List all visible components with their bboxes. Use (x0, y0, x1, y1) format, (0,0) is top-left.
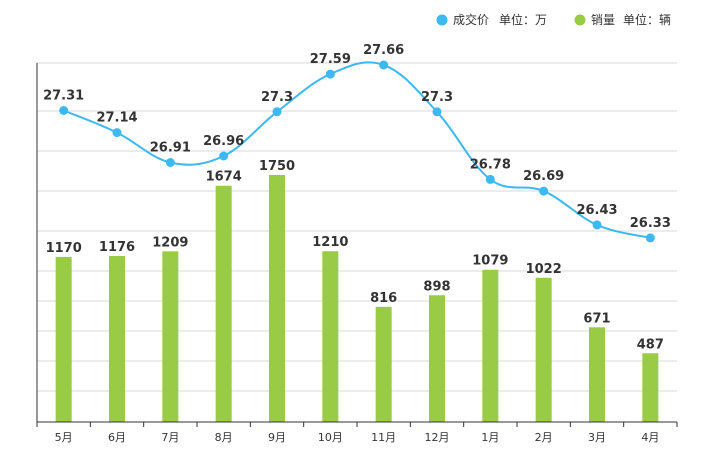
x-tick-label: 3月 (588, 431, 606, 444)
legend-marker-sales (574, 14, 586, 26)
bar-value-label: 1170 (46, 241, 82, 256)
x-tick-label: 8月 (215, 431, 233, 444)
x-tick-label: 4月 (641, 431, 659, 444)
x-tick-label: 12月 (425, 431, 450, 444)
legend-unit-price: 单位：万 (499, 12, 547, 27)
bar[interactable] (642, 353, 659, 422)
line-value-label: 26.96 (203, 134, 244, 149)
bar[interactable] (482, 269, 499, 422)
legend-marker-price (436, 14, 448, 26)
line-point[interactable] (272, 107, 282, 117)
bar[interactable] (162, 251, 179, 422)
axes (36, 63, 678, 427)
line-point[interactable] (539, 186, 549, 196)
line-point[interactable] (325, 69, 335, 79)
x-tick-label: 9月 (268, 431, 286, 444)
bar[interactable] (322, 251, 339, 422)
line-point[interactable] (379, 60, 389, 70)
bar[interactable] (215, 185, 232, 422)
legend-item-sales[interactable]: 销量 单位：辆 (574, 12, 672, 27)
line-point[interactable] (432, 107, 442, 117)
line-value-label: 27.66 (363, 43, 404, 58)
legend: 成交价 单位：万 销量 单位：辆 (436, 12, 672, 27)
x-tick-label: 5月 (55, 431, 73, 444)
line-value-label: 27.3 (261, 90, 293, 105)
bar-value-label: 1210 (312, 235, 348, 250)
legend-item-price[interactable]: 成交价 单位：万 (436, 12, 548, 27)
line-value-label: 26.43 (576, 203, 617, 218)
line-point[interactable] (219, 151, 229, 161)
bar-value-label: 1022 (526, 262, 562, 277)
line-value-label: 27.3 (421, 90, 453, 105)
bar-value-label: 898 (423, 279, 450, 294)
x-tick-label: 1月 (481, 431, 499, 444)
x-tick-label: 2月 (535, 431, 553, 444)
bar[interactable] (109, 256, 125, 422)
bar-value-label: 1750 (259, 159, 295, 174)
line-point[interactable] (592, 220, 602, 230)
line-point[interactable] (112, 128, 122, 138)
bar[interactable] (589, 327, 605, 422)
line-value-label: 26.69 (523, 169, 564, 184)
bar[interactable] (55, 256, 72, 422)
bar-value-label: 1176 (99, 240, 135, 255)
line-value-label: 26.91 (150, 141, 191, 156)
bar[interactable] (269, 175, 285, 422)
x-tick-label: 6月 (108, 431, 126, 444)
grid-lines (37, 62, 677, 392)
bar-data-labels: 1170 1176 1209 1674 1750 1210 816 898 1079 1022 67… (46, 159, 664, 352)
bar-value-label: 671 (583, 311, 610, 326)
line-series-price (59, 60, 655, 243)
legend-label-sales: 销量 (591, 13, 615, 27)
bar[interactable] (535, 277, 552, 422)
line-point[interactable] (165, 158, 175, 167)
line-value-label: 26.33 (630, 216, 671, 231)
line-point[interactable] (485, 174, 495, 184)
line-point[interactable] (59, 106, 69, 115)
line-value-label: 27.14 (96, 111, 137, 126)
legend-label-price: 成交价 (453, 12, 489, 27)
x-tick-label: 10月 (318, 431, 343, 444)
line-value-label: 26.78 (470, 157, 511, 172)
x-tick-label: 11月 (371, 431, 396, 444)
bar-value-label: 1674 (206, 170, 242, 185)
x-tick-labels: 5月 6月 7月 8月 9月 10月 11月 12月 1月 2月 3月 4月 (55, 431, 660, 444)
line-value-label: 27.31 (43, 89, 84, 104)
bar-value-label: 487 (637, 337, 664, 352)
legend-unit-sales: 单位：辆 (623, 12, 671, 27)
bar-value-label: 1209 (152, 235, 188, 250)
x-tick-label: 7月 (161, 431, 179, 444)
line-point[interactable] (645, 233, 655, 243)
line-value-label: 27.59 (310, 52, 351, 67)
bar[interactable] (429, 295, 445, 422)
bar-series-sales (55, 175, 659, 422)
bar-value-label: 1079 (472, 254, 508, 269)
line-data-labels: 27.31 27.14 26.91 26.96 27.3 27.59 27.66 27.3 26… (43, 43, 671, 231)
bar[interactable] (375, 306, 392, 422)
bar-value-label: 816 (370, 291, 397, 306)
